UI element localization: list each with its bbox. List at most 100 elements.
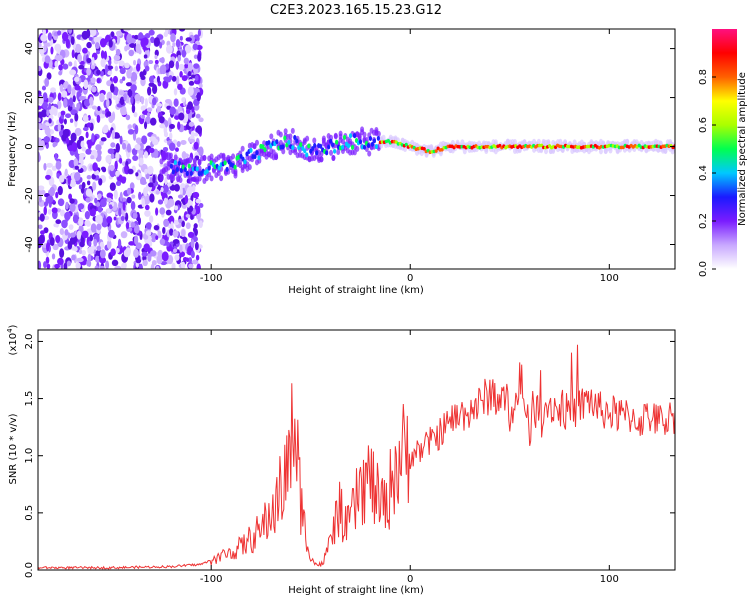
spectrogram-cell (179, 244, 183, 253)
spectrogram-cell (184, 194, 189, 204)
spectrogram-cell (123, 29, 131, 32)
spectrogram-cell (141, 135, 148, 145)
spectrogram-cell (193, 223, 198, 229)
spectrogram-cell (182, 153, 190, 158)
spectrogram-cell (96, 50, 100, 55)
spectrogram-cell (187, 231, 195, 238)
spectrogram-cell (174, 147, 179, 152)
spectrogram-cell (283, 128, 288, 135)
spectrogram-cell (183, 167, 187, 173)
spectrogram-cell (38, 117, 41, 123)
spectrogram-cell (177, 160, 181, 166)
spectrogram-cell (90, 223, 97, 233)
spectrogram-cell (319, 156, 324, 163)
spectrogram-cell (59, 248, 65, 259)
spectrogram-cell (207, 165, 211, 171)
spectrogram-cell (80, 140, 85, 148)
spectrogram-cell (115, 30, 123, 37)
spectrogram-cell (63, 118, 67, 125)
spectrogram-cell (321, 137, 326, 144)
spectrogram-cell (145, 222, 152, 230)
spectrogram-cell (82, 115, 89, 123)
spectrogram-cell (134, 124, 139, 135)
snr-y-multiplier: (x104) (6, 324, 19, 355)
spectrogram-cell (188, 121, 195, 127)
spectrogram-cell (99, 256, 107, 264)
spectrogram-cell (171, 169, 175, 175)
spectrogram-cell (71, 86, 76, 97)
x-tick-label: 0 (407, 273, 413, 284)
spectrogram-panel: -100 0 100 -40 -20 0 20 40 Height of straight … (7, 28, 676, 296)
spectrogram-cell (46, 162, 53, 168)
spectrogram-cell (91, 173, 96, 180)
colorbar: 0.0 0.2 0.4 0.6 0.8 Normalized spectral ampl… (698, 29, 748, 277)
spectrogram-cell (663, 147, 668, 154)
spectrogram-cell (65, 201, 69, 210)
spectrogram-cell (113, 216, 117, 221)
spectrogram-cell (102, 110, 106, 115)
spectrogram-cell (108, 229, 115, 238)
spectrogram-cell (42, 92, 48, 101)
spectrogram-cell (99, 92, 105, 103)
spectrogram-cell (106, 91, 113, 101)
spectrogram-cell (69, 69, 77, 76)
spectrogram-cell (68, 193, 73, 200)
spectrogram-cell (90, 63, 96, 70)
spectrogram-cell (141, 251, 149, 257)
x-tick-label: -100 (200, 574, 223, 585)
spectrogram-cell (173, 183, 180, 192)
spectrogram-cell (43, 201, 49, 207)
spectrogram-cell (164, 98, 172, 104)
spectrogram-cell (50, 46, 54, 55)
spectrogram-cell (197, 175, 202, 182)
spectrogram-cell (190, 250, 195, 259)
spectrogram-cell (177, 54, 181, 62)
spectrogram-cell (133, 34, 139, 40)
spectrogram-cell (149, 117, 157, 126)
spectrogram-cell (195, 113, 201, 119)
spectrogram-cell (138, 157, 144, 166)
spectrogram-cell (114, 160, 118, 171)
spectrogram-cell (38, 152, 41, 162)
spectrogram-cell (92, 181, 97, 191)
x-tick-label: 100 (600, 273, 619, 284)
spectrogram-cell (185, 171, 189, 177)
spectrogram-cell (86, 67, 92, 76)
snr-series-line (38, 344, 675, 570)
spectrogram-cell (39, 213, 45, 222)
spectrogram-cell (191, 184, 196, 193)
spectrogram-cell (144, 204, 150, 211)
spectrogram-cell (106, 111, 112, 117)
x-tick-label: 0 (407, 574, 413, 585)
spectrogram-cell (512, 138, 517, 145)
spectrogram-cell (275, 139, 279, 145)
y-tick-label: 2.0 (24, 333, 35, 349)
spectrogram-cell (175, 75, 180, 86)
spectrogram-cell (283, 135, 287, 141)
spectrogram-cell (75, 262, 81, 269)
spectrogram-cell (108, 59, 112, 66)
spectrogram-cell (173, 154, 178, 161)
spectrogram-cell (99, 265, 105, 269)
spectrogram-cell (193, 79, 201, 85)
spectrogram-cell (54, 60, 58, 68)
spectrogram-cell (95, 144, 102, 151)
spectrogram-cell (45, 256, 50, 264)
spectrogram-cell (106, 216, 113, 224)
spectrogram-cell (106, 98, 110, 108)
spectrogram-cell (71, 254, 76, 261)
spectrogram-cell (86, 41, 92, 49)
spectrogram-cell (38, 139, 43, 148)
spectrogram-cell (281, 148, 286, 155)
spectrogram-cell (197, 52, 202, 62)
spectrogram-cell (191, 94, 197, 100)
spectrogram-cell (117, 238, 122, 249)
spectrogram-cell (101, 167, 107, 173)
spectrogram-cell (74, 165, 80, 170)
spectrogram-cell (155, 207, 159, 216)
spectrogram-cell (105, 64, 109, 74)
spectrogram-cell (126, 187, 132, 196)
spectrogram-cell (65, 38, 70, 48)
spectrogram-cell (179, 186, 183, 197)
spectrogram-cell (185, 222, 191, 230)
